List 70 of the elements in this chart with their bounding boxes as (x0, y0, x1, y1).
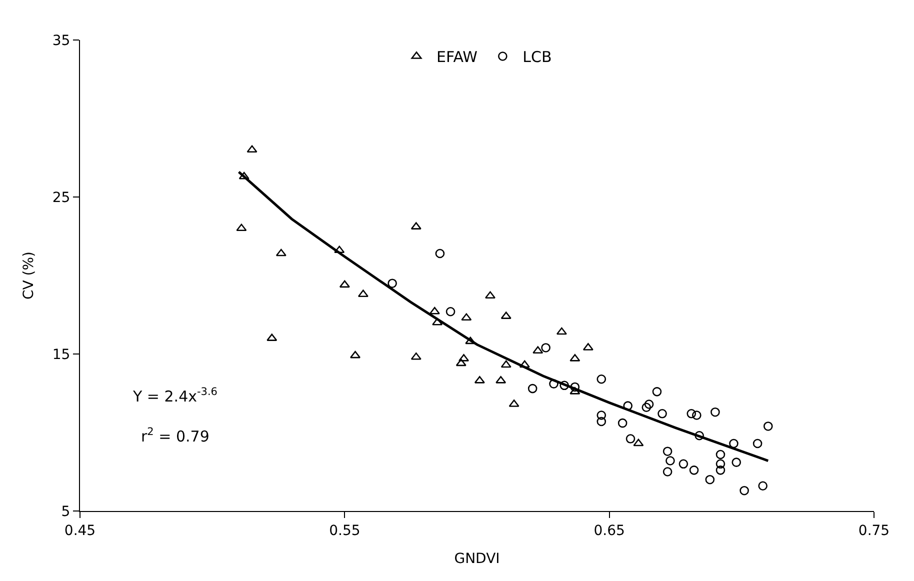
point (446, 306, 456, 316)
point (410, 352, 422, 360)
point (633, 438, 644, 446)
point (596, 416, 606, 426)
point (435, 248, 445, 258)
y-tick-label: 25 (52, 190, 70, 206)
point (716, 450, 726, 460)
point (334, 246, 345, 254)
point (456, 358, 466, 366)
point (556, 327, 567, 335)
x-tick-label: 0.55 (329, 522, 360, 539)
point (732, 458, 742, 467)
x-tick-label: 0.65 (594, 522, 625, 539)
point (652, 387, 662, 396)
point (626, 434, 636, 444)
point (763, 422, 773, 431)
point (644, 400, 654, 409)
x-tick-label: 0.45 (64, 522, 96, 539)
point (623, 401, 633, 410)
point (570, 382, 580, 392)
point (500, 360, 512, 368)
point (752, 438, 762, 448)
point (710, 407, 720, 417)
point (729, 438, 738, 448)
point (716, 459, 726, 469)
point (758, 481, 768, 491)
point (642, 402, 652, 412)
point (388, 278, 397, 288)
y-axis-title: CV (%) (20, 251, 37, 300)
point (432, 318, 443, 326)
point (484, 291, 496, 299)
point (662, 467, 672, 476)
annotation: r$^{2}$ = 0.79 (141, 426, 210, 446)
point (686, 409, 696, 418)
point (560, 380, 569, 390)
point (740, 486, 749, 496)
point (692, 410, 702, 420)
point (666, 456, 675, 466)
point (532, 346, 544, 354)
point (339, 280, 350, 288)
point (694, 430, 704, 440)
legend-label: EFAW (436, 48, 478, 66)
legend-label: LCB (522, 48, 552, 66)
point (618, 418, 628, 428)
point (429, 306, 440, 314)
point (276, 248, 286, 256)
point (662, 446, 672, 456)
point (541, 343, 550, 352)
point (246, 145, 258, 153)
x-axis-title: GNDVI (454, 551, 500, 568)
point (519, 360, 530, 368)
point (678, 459, 688, 469)
line-series (238, 170, 770, 462)
point (461, 313, 472, 321)
annotation: Y = 2.4x$^{-3.6}$ (132, 386, 218, 406)
point (238, 172, 250, 180)
point (236, 224, 247, 232)
point (596, 374, 606, 384)
point (549, 379, 558, 388)
y-tick-label: 35 (52, 32, 70, 49)
point (528, 384, 538, 394)
y-tick-label: 5 (61, 504, 70, 520)
point (689, 466, 699, 475)
point (465, 336, 476, 344)
point (658, 409, 667, 418)
y-tick-label: 15 (52, 346, 70, 363)
x-tick-label: 0.75 (858, 522, 890, 539)
point (596, 410, 606, 420)
point (716, 466, 726, 475)
point (705, 474, 715, 484)
